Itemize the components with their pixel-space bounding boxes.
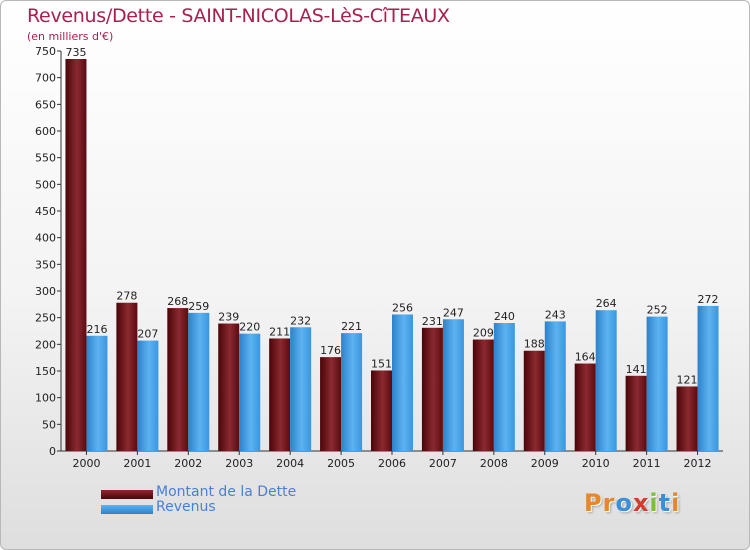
data-label-revenus: 247 [443, 306, 464, 319]
x-tick-label: 2001 [123, 457, 151, 470]
bar-dette [269, 338, 291, 451]
logo-letter: i [649, 489, 659, 517]
bar-dette [625, 375, 647, 451]
data-label-dette: 141 [626, 363, 647, 376]
logo-letter: x [632, 489, 650, 517]
data-label-revenus: 259 [188, 300, 209, 313]
x-tick-label: 2012 [684, 457, 712, 470]
data-label-revenus: 240 [494, 310, 515, 323]
data-label-dette: 151 [371, 357, 392, 370]
y-tick-label: 450 [35, 205, 56, 218]
legend-swatch-revenus [101, 505, 153, 514]
data-label-dette: 239 [218, 311, 239, 324]
y-tick-label: 0 [49, 445, 56, 458]
bar-dette [371, 370, 392, 451]
y-tick-label: 100 [35, 392, 56, 405]
data-label-revenus: 207 [137, 328, 158, 341]
data-label-revenus: 256 [392, 301, 413, 314]
chart-subtitle: (en milliers d'€) [27, 30, 114, 43]
bar-dette [320, 357, 342, 451]
x-tick-label: 2000 [72, 457, 100, 470]
x-tick-label: 2010 [582, 457, 610, 470]
data-label-dette: 211 [269, 325, 290, 338]
data-label-revenus: 264 [596, 297, 617, 310]
data-label-revenus: 243 [545, 308, 566, 321]
logo-letter: P [584, 489, 603, 517]
y-tick-label: 300 [35, 285, 56, 298]
y-tick-label: 250 [35, 312, 56, 325]
bar-revenus [493, 323, 515, 451]
bar-revenus [544, 321, 566, 451]
x-tick-label: 2002 [174, 457, 202, 470]
data-label-dette: 231 [422, 315, 443, 328]
x-tick-label: 2009 [531, 457, 559, 470]
bar-revenus [239, 333, 261, 451]
y-tick-label: 750 [35, 45, 56, 58]
bar-revenus [442, 319, 464, 451]
bar-revenus [595, 310, 617, 451]
bar-dette [218, 323, 240, 451]
bar-dette [523, 350, 545, 451]
logo-letter: i [671, 489, 681, 517]
bar-revenus [290, 327, 312, 451]
y-tick-label: 600 [35, 125, 56, 138]
data-label-dette: 164 [575, 351, 596, 364]
data-label-revenus: 232 [290, 314, 311, 327]
y-tick-label: 700 [35, 72, 56, 85]
logo-letter: r [602, 489, 616, 517]
bar-dette [116, 302, 138, 451]
x-tick-label: 2011 [633, 457, 661, 470]
bar-revenus [646, 316, 668, 451]
bar-dette [676, 386, 698, 451]
y-tick-label: 150 [35, 365, 56, 378]
x-tick-label: 2007 [429, 457, 457, 470]
x-tick-label: 2003 [225, 457, 253, 470]
y-tick-label: 650 [35, 98, 56, 111]
x-tick-label: 2006 [378, 457, 406, 470]
bar-revenus [86, 335, 108, 451]
y-tick-label: 500 [35, 178, 56, 191]
bar-revenus [188, 312, 210, 451]
logo-letter: t [658, 489, 672, 517]
data-label-dette: 278 [116, 290, 137, 303]
data-label-dette: 121 [677, 373, 698, 386]
bar-revenus [392, 314, 413, 451]
y-tick-label: 400 [35, 232, 56, 245]
data-label-dette: 176 [320, 344, 341, 357]
chart-title: Revenus/Dette - SAINT-NICOLAS-LèS-CîTEAU… [27, 5, 450, 27]
bar-revenus [137, 340, 159, 451]
bar-revenus [697, 305, 719, 451]
y-tick-label: 550 [35, 152, 56, 165]
data-label-dette: 188 [524, 338, 545, 351]
data-label-revenus: 216 [86, 323, 107, 336]
y-tick-label: 350 [35, 258, 56, 271]
data-label-revenus: 272 [698, 293, 719, 306]
x-tick-label: 2005 [327, 457, 355, 470]
bar-dette [574, 363, 596, 451]
y-tick-label: 50 [42, 418, 56, 431]
bar-revenus [341, 333, 363, 451]
logo-letter: o [615, 489, 633, 517]
proxiti-logo: Proxiti [584, 489, 680, 517]
bar-dette [167, 308, 189, 451]
data-label-dette: 209 [473, 327, 494, 340]
bar-dette [65, 59, 87, 451]
data-label-revenus: 221 [341, 320, 362, 333]
data-label-revenus: 252 [647, 304, 668, 317]
legend-label-revenus: Revenus [156, 499, 216, 515]
bar-dette [472, 339, 494, 451]
y-tick-label: 200 [35, 338, 56, 351]
x-tick-label: 2004 [276, 457, 304, 470]
legend-label-dette: Montant de la Dette [156, 484, 297, 500]
bar-dette [421, 327, 443, 451]
x-tick-label: 2008 [480, 457, 508, 470]
data-label-dette: 268 [167, 295, 188, 308]
data-label-dette: 735 [65, 46, 86, 59]
data-label-revenus: 220 [239, 321, 260, 334]
legend-swatch-dette [101, 490, 153, 499]
